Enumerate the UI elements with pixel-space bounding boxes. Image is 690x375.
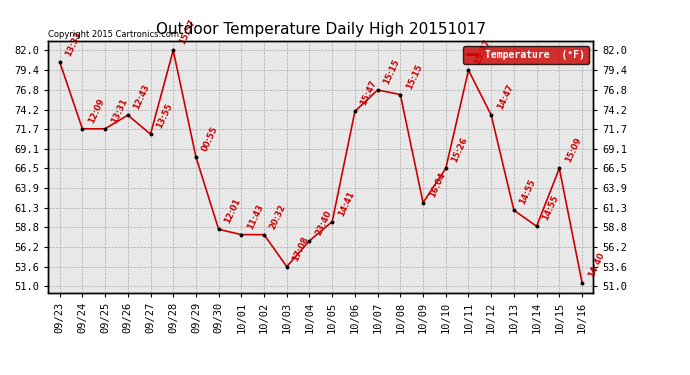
Text: 12:43: 12:43 — [132, 83, 151, 111]
Text: 15:15: 15:15 — [382, 58, 402, 86]
Text: 20:32: 20:32 — [268, 202, 288, 231]
Text: 12:09: 12:09 — [86, 97, 106, 124]
Point — [531, 223, 542, 229]
Text: 14:55: 14:55 — [541, 194, 560, 222]
Text: 23:40: 23:40 — [314, 209, 333, 237]
Point — [349, 108, 360, 114]
Point — [122, 112, 133, 118]
Point — [282, 264, 293, 270]
Point — [304, 238, 315, 244]
Point — [440, 165, 451, 171]
Point — [326, 219, 337, 225]
Text: 13:33: 13:33 — [63, 30, 83, 58]
Point — [259, 232, 270, 238]
Point — [577, 280, 588, 286]
Text: 12:01: 12:01 — [223, 197, 242, 225]
Text: 15:15: 15:15 — [404, 62, 424, 90]
Point — [236, 232, 247, 238]
Point — [509, 207, 520, 213]
Point — [145, 131, 156, 137]
Text: 00:55: 00:55 — [200, 125, 219, 153]
Text: 13:31: 13:31 — [109, 97, 128, 124]
Point — [168, 47, 179, 53]
Point — [417, 200, 428, 206]
Legend: Temperature  (°F): Temperature (°F) — [464, 46, 589, 64]
Text: 14:40: 14:40 — [586, 251, 606, 278]
Point — [395, 92, 406, 98]
Point — [77, 126, 88, 132]
Point — [463, 67, 474, 73]
Text: 15:37: 15:37 — [473, 38, 492, 66]
Point — [99, 126, 110, 132]
Text: 11:43: 11:43 — [246, 202, 265, 231]
Text: 15:57: 15:57 — [177, 18, 197, 46]
Point — [54, 59, 65, 65]
Text: 16:04: 16:04 — [427, 171, 446, 198]
Text: 14:47: 14:47 — [495, 83, 515, 111]
Text: 15:26: 15:26 — [450, 136, 469, 164]
Point — [554, 165, 565, 171]
Point — [372, 87, 383, 93]
Text: 14:41: 14:41 — [336, 189, 356, 217]
Text: 15:47: 15:47 — [359, 79, 379, 107]
Text: 17:08: 17:08 — [291, 235, 310, 262]
Point — [486, 112, 497, 118]
Title: Outdoor Temperature Daily High 20151017: Outdoor Temperature Daily High 20151017 — [156, 22, 486, 37]
Text: 13:55: 13:55 — [155, 102, 174, 130]
Text: Copyright 2015 Cartronics.com: Copyright 2015 Cartronics.com — [48, 30, 179, 39]
Point — [213, 226, 224, 232]
Text: 14:55: 14:55 — [518, 178, 538, 206]
Point — [190, 154, 201, 160]
Text: 15:09: 15:09 — [564, 136, 583, 164]
